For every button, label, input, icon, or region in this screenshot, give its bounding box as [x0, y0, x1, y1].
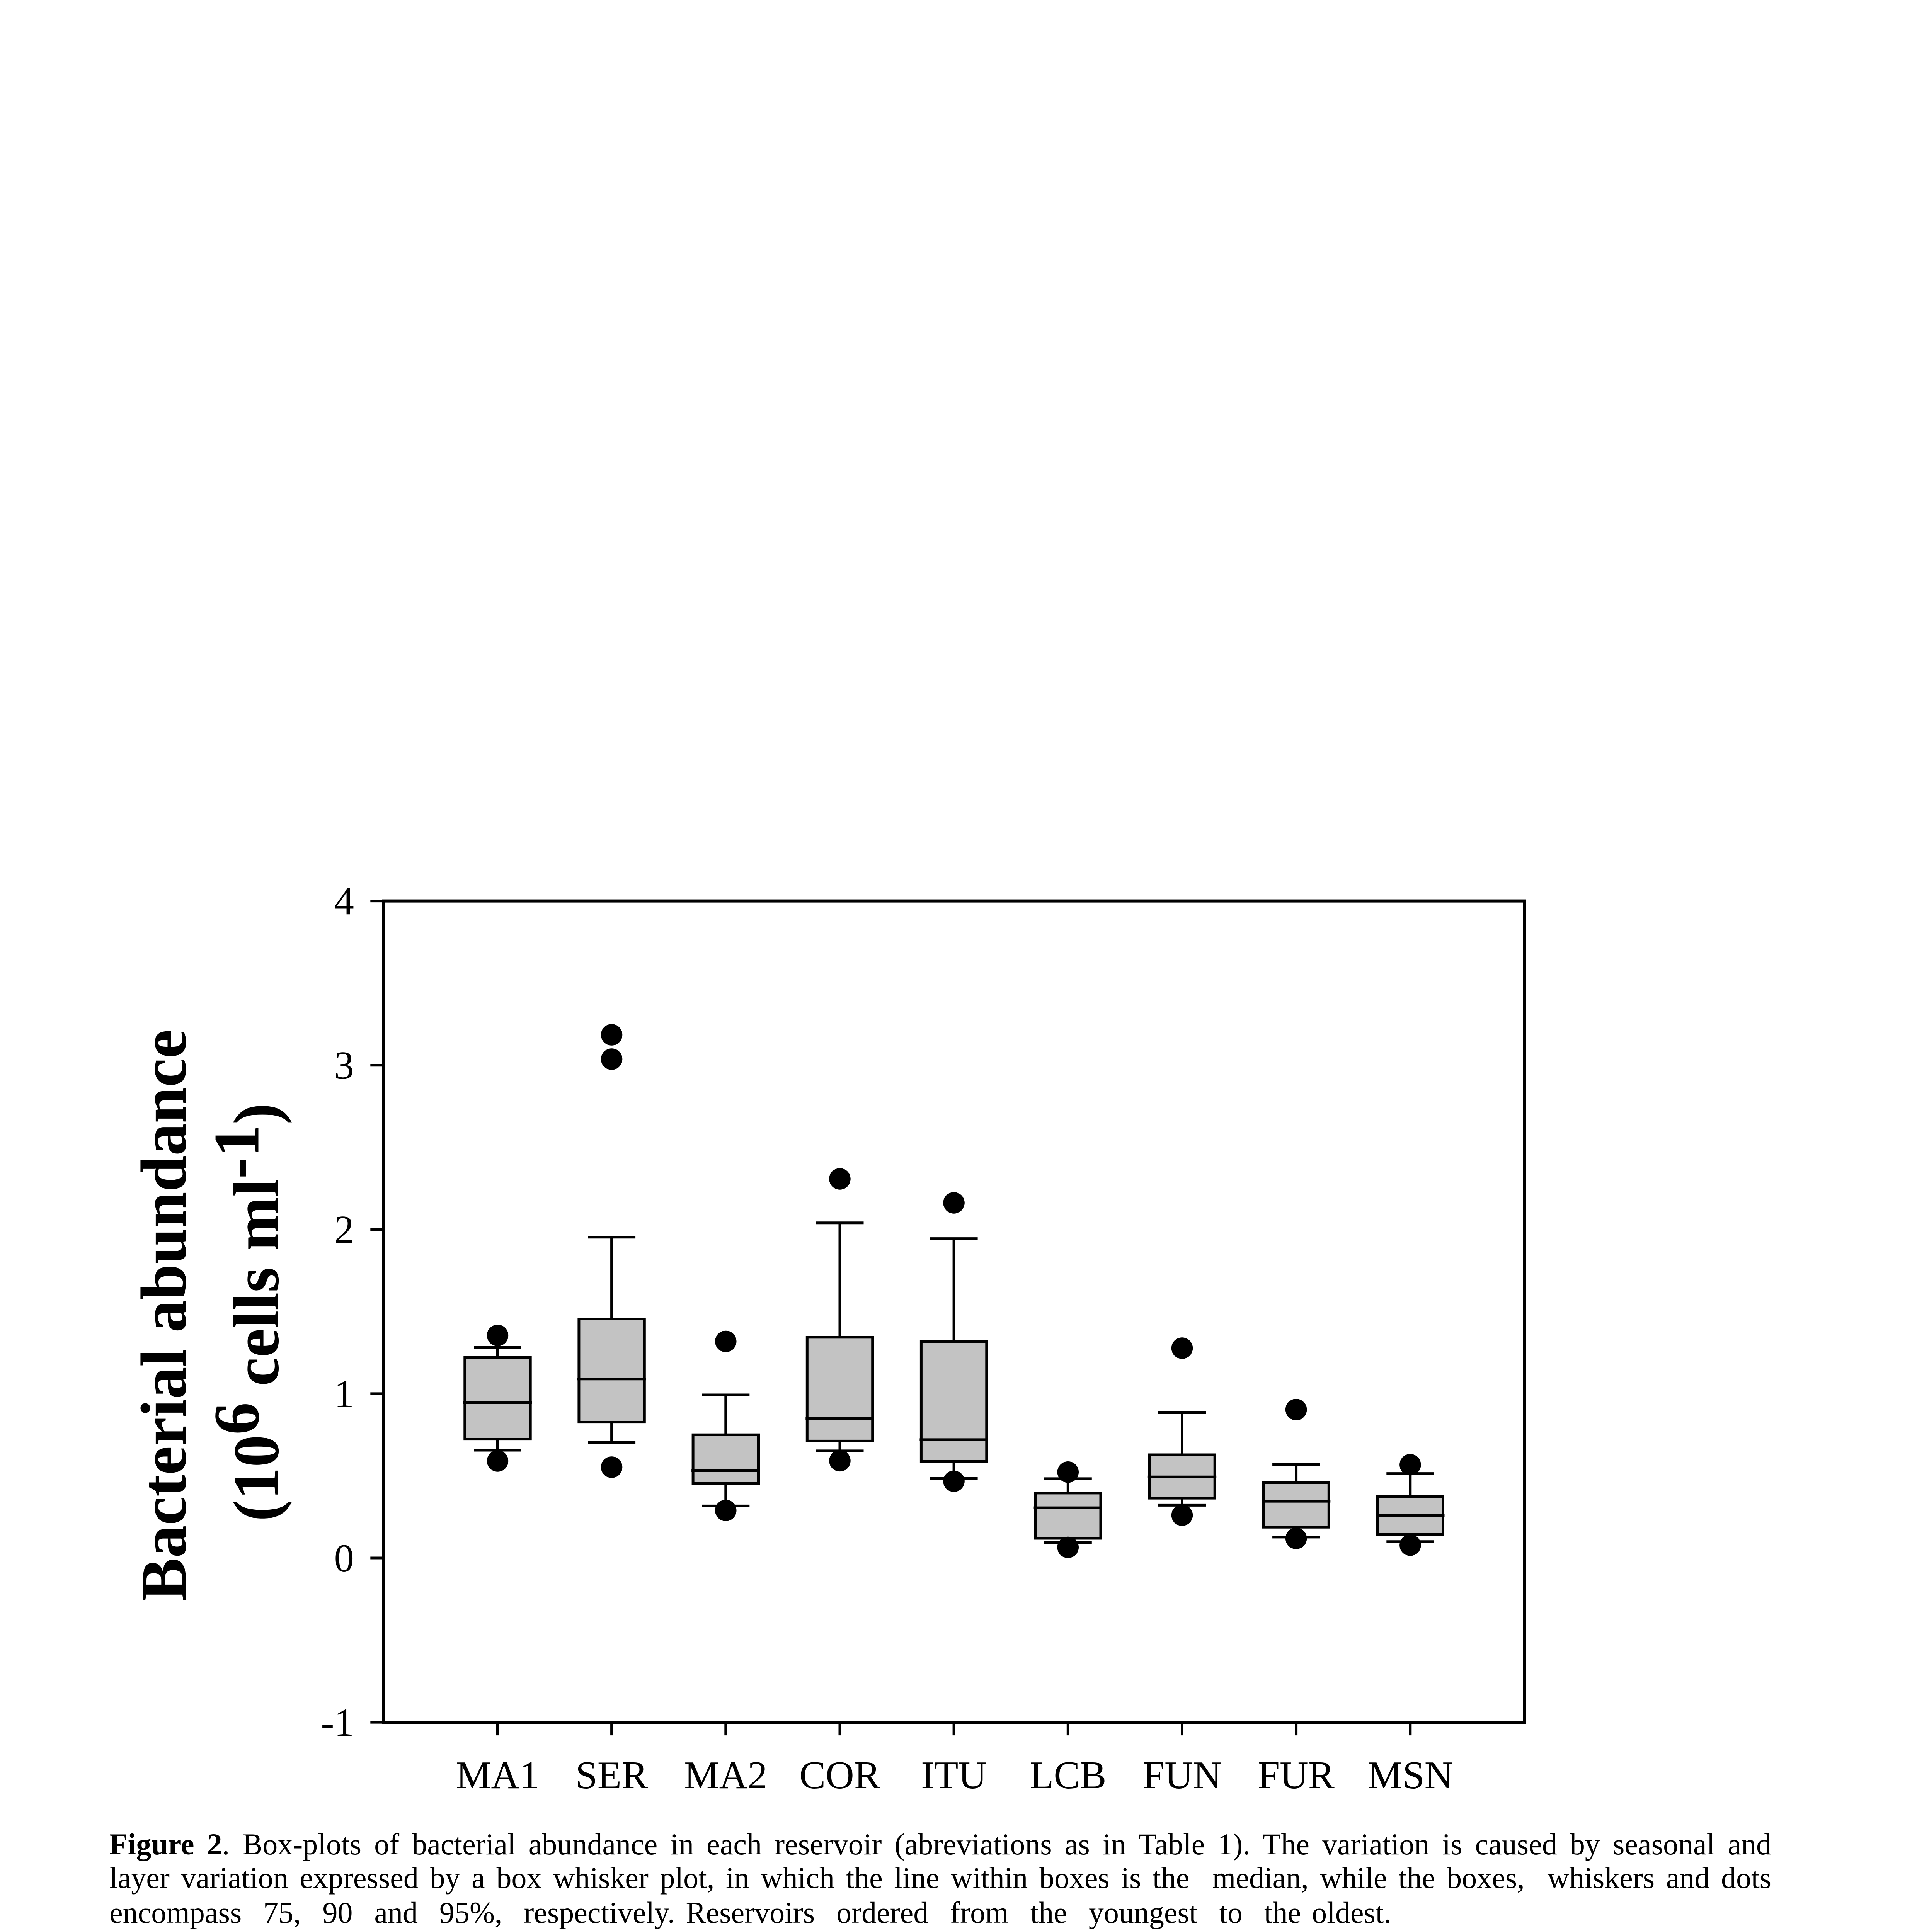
svg-text:FUN: FUN [1142, 1753, 1221, 1797]
svg-text:LCB: LCB [1030, 1753, 1106, 1797]
svg-text:SER: SER [575, 1753, 648, 1797]
svg-text:MSN: MSN [1367, 1753, 1453, 1797]
svg-text:COR: COR [799, 1753, 880, 1797]
svg-text:3: 3 [334, 1044, 354, 1088]
svg-text:0: 0 [334, 1536, 354, 1580]
svg-text:2: 2 [334, 1208, 354, 1252]
svg-text:Bacterial abundance: Bacterial abundance [128, 1029, 200, 1601]
svg-text:1: 1 [334, 1372, 354, 1416]
svg-text:FUR: FUR [1258, 1753, 1334, 1797]
svg-text:-1: -1 [321, 1701, 354, 1745]
svg-text:4: 4 [334, 879, 354, 923]
svg-text:ITU: ITU [921, 1753, 987, 1797]
svg-text:MA1: MA1 [456, 1753, 539, 1797]
svg-text:(106 cells ml-1): (106 cells ml-1) [201, 1103, 293, 1521]
svg-text:MA2: MA2 [684, 1753, 767, 1797]
